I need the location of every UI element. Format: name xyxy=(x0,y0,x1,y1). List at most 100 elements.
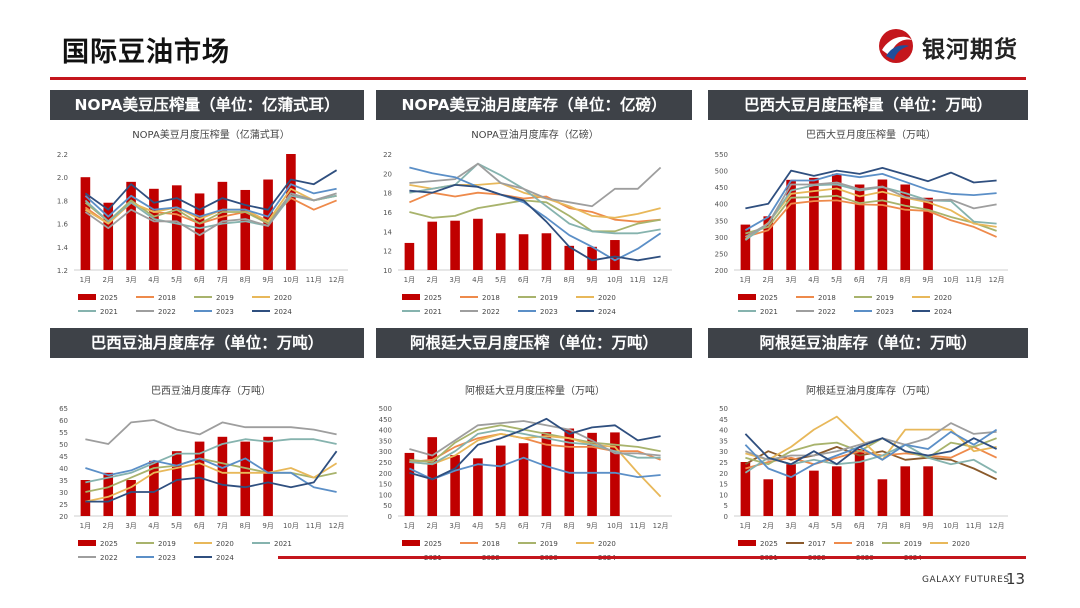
x-tick-label: 3月 xyxy=(785,276,796,284)
legend-label-2025: 2025 xyxy=(424,294,442,302)
y-tick-label: 30 xyxy=(719,448,728,456)
x-tick-label: 3月 xyxy=(125,276,136,284)
y-tick-label: 50 xyxy=(719,405,728,413)
y-tick-label: 20 xyxy=(59,513,68,521)
x-tick-label: 12月 xyxy=(989,276,1005,284)
y-tick-label: 45 xyxy=(59,453,68,461)
bar-2025 xyxy=(518,234,529,270)
x-tick-label: 9月 xyxy=(922,276,933,284)
bar-2025 xyxy=(149,188,159,270)
y-tick-label: 400 xyxy=(379,427,392,435)
y-tick-label: 45 xyxy=(719,416,728,424)
bar-2025 xyxy=(610,240,620,270)
x-tick-label: 5月 xyxy=(495,276,506,284)
y-tick-label: 0 xyxy=(388,513,392,521)
x-tick-label: 7月 xyxy=(541,522,552,530)
x-tick-label: 8月 xyxy=(900,522,911,530)
y-tick-label: 350 xyxy=(379,437,392,445)
bar-2025 xyxy=(854,449,865,516)
footer-divider xyxy=(278,556,1026,559)
series-line-2020 xyxy=(744,187,997,241)
legend-label-2019: 2019 xyxy=(540,294,558,302)
legend-label-2020: 2020 xyxy=(216,540,234,548)
legend-label-2022: 2022 xyxy=(482,308,500,316)
legend-label-2019: 2019 xyxy=(216,294,234,302)
legend-swatch-2025 xyxy=(402,294,420,300)
y-tick-label: 500 xyxy=(715,168,728,176)
legend-label-2020: 2020 xyxy=(598,294,616,302)
bar-2025 xyxy=(877,479,888,516)
series-line-2022 xyxy=(744,181,997,238)
legend-label-2019: 2019 xyxy=(904,540,922,548)
y-tick-label: 40 xyxy=(59,465,68,473)
chart-title: NOPA美豆月度压榨量（亿蒲式耳） xyxy=(132,128,290,141)
x-tick-label: 1月 xyxy=(80,276,91,284)
series-line-2023 xyxy=(744,173,997,231)
bar-2025 xyxy=(103,472,114,516)
bar-2025 xyxy=(103,202,114,270)
series-line-2024 xyxy=(745,167,997,210)
footer-brand: GALAXY FUTURES xyxy=(922,575,1010,585)
y-tick-label: 40 xyxy=(719,427,728,435)
panel-header-nopa-crush: NOPA美豆压榨量（单位：亿蒲式耳） xyxy=(50,90,364,120)
x-tick-label: 11月 xyxy=(306,522,322,530)
bar-2025 xyxy=(900,466,911,516)
x-tick-label: 9月 xyxy=(586,276,597,284)
y-tick-label: 25 xyxy=(719,459,728,467)
panel-header-argentina-oil-stocks: 阿根廷豆油库存（单位：万吨） xyxy=(708,328,1028,358)
legend-label-2021: 2021 xyxy=(274,540,292,548)
bar-2025 xyxy=(740,224,751,270)
y-tick-label: 50 xyxy=(59,441,68,449)
y-tick-label: 2.2 xyxy=(57,151,68,159)
bar-2025 xyxy=(763,216,774,270)
x-tick-label: 1月 xyxy=(740,276,751,284)
y-tick-label: 450 xyxy=(379,416,392,424)
x-tick-label: 7月 xyxy=(877,522,888,530)
y-tick-label: 200 xyxy=(379,470,392,478)
series-line-2024 xyxy=(409,184,661,262)
x-tick-label: 3月 xyxy=(785,522,796,530)
x-tick-label: 6月 xyxy=(518,522,529,530)
bar-2025 xyxy=(786,464,796,516)
series-line-2024 xyxy=(84,169,338,211)
y-tick-label: 50 xyxy=(383,502,392,510)
series-line-2023 xyxy=(409,166,662,262)
x-tick-label: 7月 xyxy=(217,522,228,530)
x-tick-label: 1月 xyxy=(740,522,751,530)
legend-label-2023: 2023 xyxy=(876,308,894,316)
x-tick-label: 10月 xyxy=(283,522,299,530)
legend-label-2019: 2019 xyxy=(158,540,176,548)
x-tick-label: 10月 xyxy=(607,522,623,530)
bar-2025 xyxy=(809,177,819,270)
y-tick-label: 12 xyxy=(383,248,392,256)
bar-2025 xyxy=(194,441,205,516)
x-tick-label: 7月 xyxy=(877,276,888,284)
legend-label-2019: 2019 xyxy=(540,540,558,548)
x-tick-label: 2月 xyxy=(103,276,114,284)
legend-label-2020: 2020 xyxy=(934,294,952,302)
x-tick-label: 2月 xyxy=(763,522,774,530)
bar-2025 xyxy=(149,460,159,516)
page-number: 13 xyxy=(1006,570,1026,588)
x-tick-label: 12月 xyxy=(653,276,669,284)
x-tick-label: 4月 xyxy=(808,276,819,284)
legend-label-2023: 2023 xyxy=(216,308,234,316)
x-tick-label: 8月 xyxy=(900,276,911,284)
chart-title: 巴西豆油月度库存（万吨） xyxy=(151,384,271,397)
x-tick-label: 4月 xyxy=(472,276,483,284)
x-tick-label: 5月 xyxy=(171,522,182,530)
y-tick-label: 300 xyxy=(715,234,728,242)
legend-swatch-2025 xyxy=(78,540,96,546)
series-line-2022 xyxy=(85,419,337,445)
chart-title: 阿根廷豆油月度库存（万吨） xyxy=(806,384,936,397)
legend-label-2018: 2018 xyxy=(158,294,176,302)
legend-label-2025: 2025 xyxy=(100,540,118,548)
x-tick-label: 2月 xyxy=(427,522,438,530)
bar-2025 xyxy=(450,455,460,516)
bar-2025 xyxy=(587,246,597,270)
panel-header-argentina-crush: 阿根廷大豆月度压榨（单位：万吨） xyxy=(376,328,692,358)
bar-2025 xyxy=(786,179,796,270)
y-tick-label: 500 xyxy=(379,405,392,413)
